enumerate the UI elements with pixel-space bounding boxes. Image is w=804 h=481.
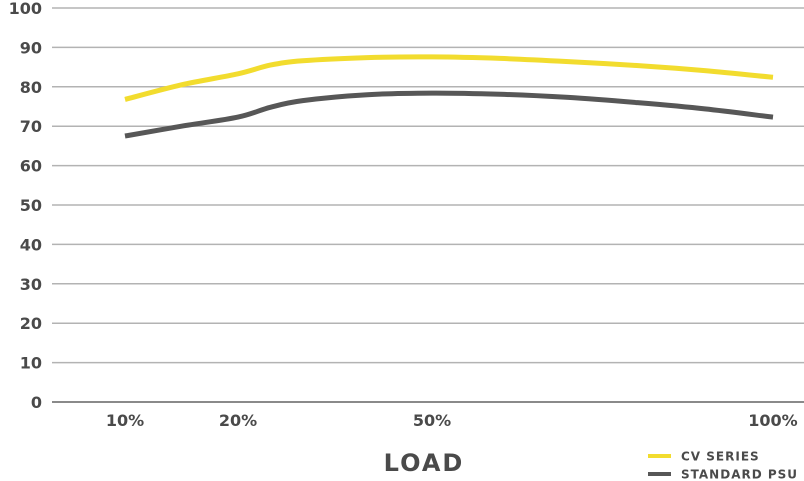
- y-tick-label-20: 20: [20, 314, 42, 333]
- y-tick-label-40: 40: [20, 235, 42, 254]
- x-axis-label: LOAD: [384, 449, 465, 477]
- legend-label-standard-psu: STANDARD PSU: [681, 468, 798, 481]
- x-axis-ticks: 10% 20% 50% 100%: [106, 411, 798, 430]
- series-line-cv-series: [124, 54, 774, 102]
- y-tick-label-30: 30: [20, 275, 42, 294]
- y-tick-label-60: 60: [20, 157, 42, 176]
- grid-lines: [52, 7, 804, 403]
- x-tick-label-100: 100%: [748, 411, 797, 430]
- series-lines: [124, 54, 774, 139]
- y-tick-label-70: 70: [20, 117, 42, 136]
- y-axis-ticks: 0 10 20 30 40 50 60 70 80 90 100: [9, 0, 42, 412]
- series-line-standard-psu: [124, 90, 774, 139]
- y-tick-label-50: 50: [20, 196, 42, 215]
- y-tick-label-100: 100: [9, 0, 42, 18]
- x-tick-label-20: 20%: [219, 411, 257, 430]
- y-tick-label-80: 80: [20, 78, 42, 97]
- legend: CV SERIES STANDARD PSU: [648, 450, 798, 481]
- x-tick-label-50: 50%: [413, 411, 451, 430]
- y-tick-label-90: 90: [20, 38, 42, 57]
- x-tick-label-10: 10%: [106, 411, 144, 430]
- legend-label-cv-series: CV SERIES: [681, 450, 760, 464]
- y-tick-label-10: 10: [20, 354, 42, 373]
- y-tick-label-0: 0: [31, 393, 42, 412]
